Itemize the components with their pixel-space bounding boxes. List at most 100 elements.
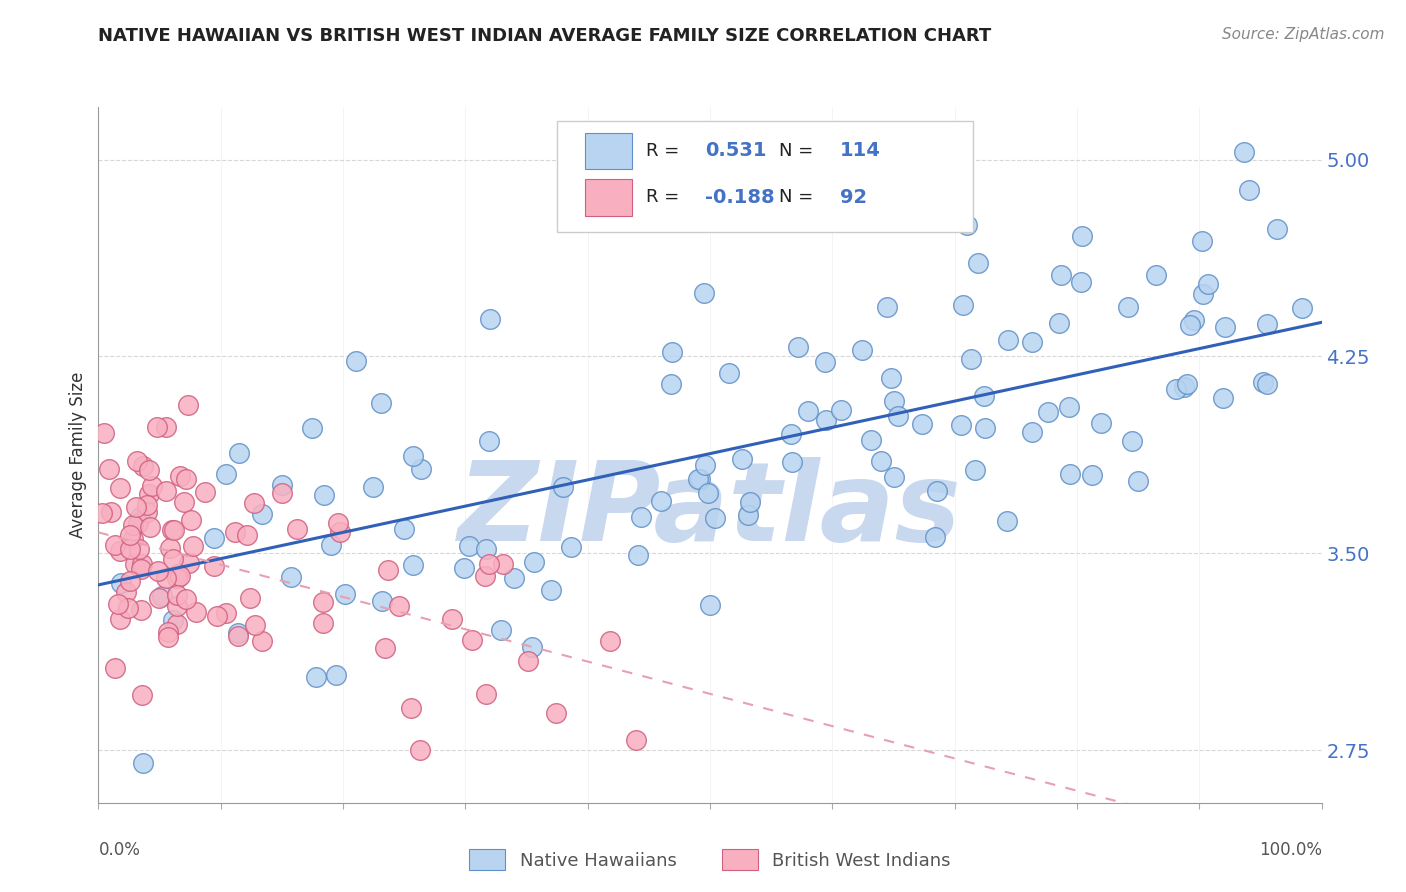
Point <box>599 634 621 648</box>
Point <box>523 555 546 569</box>
Point <box>478 557 501 571</box>
Point <box>911 417 934 432</box>
Point <box>127 516 149 530</box>
Point <box>1175 377 1198 392</box>
Point <box>125 454 148 468</box>
Text: ZIPatlas: ZIPatlas <box>458 457 962 564</box>
Point <box>118 527 141 541</box>
Point <box>174 472 197 486</box>
FancyBboxPatch shape <box>585 133 631 169</box>
Point <box>326 516 349 530</box>
Point <box>157 625 180 640</box>
Point <box>135 498 157 512</box>
Point <box>995 515 1018 529</box>
Point <box>148 564 170 578</box>
Point <box>377 563 399 577</box>
Point <box>974 421 997 435</box>
Text: 114: 114 <box>839 141 880 161</box>
Point <box>1126 474 1149 488</box>
Point <box>163 524 186 538</box>
Point <box>1144 268 1167 283</box>
Point <box>697 486 720 500</box>
Point <box>1265 222 1288 236</box>
Point <box>851 343 873 358</box>
Point <box>155 571 177 585</box>
Point <box>814 413 837 427</box>
Point <box>155 420 177 434</box>
Point <box>540 582 562 597</box>
Point <box>239 591 262 605</box>
Point <box>159 541 181 555</box>
Point <box>108 481 131 495</box>
Point <box>150 589 173 603</box>
Point <box>883 470 905 484</box>
Point <box>108 544 131 558</box>
Point <box>1233 145 1256 160</box>
Point <box>1197 277 1219 291</box>
Point <box>1164 382 1187 396</box>
Point <box>1173 380 1195 394</box>
Point <box>830 402 852 417</box>
Point <box>162 613 184 627</box>
Point <box>973 389 995 403</box>
Point <box>967 256 990 270</box>
Point <box>880 371 903 385</box>
Point <box>129 603 152 617</box>
Point <box>650 494 672 508</box>
Point <box>104 660 127 674</box>
Point <box>876 300 898 314</box>
Point <box>226 629 249 643</box>
Point <box>370 396 392 410</box>
Point <box>122 517 145 532</box>
Point <box>1116 300 1139 314</box>
Point <box>686 472 709 486</box>
Point <box>950 417 973 432</box>
Point <box>250 634 273 648</box>
Point <box>1192 287 1215 301</box>
Point <box>475 688 498 702</box>
Point <box>551 480 574 494</box>
Point <box>166 617 188 632</box>
Point <box>202 559 225 574</box>
Point <box>91 506 114 520</box>
Point <box>312 594 335 608</box>
Text: 0.0%: 0.0% <box>98 841 141 859</box>
Point <box>474 569 496 583</box>
Point <box>115 584 138 599</box>
Point <box>156 630 179 644</box>
Point <box>155 484 177 499</box>
Point <box>118 542 141 557</box>
Point <box>271 478 294 492</box>
Point <box>546 706 568 720</box>
Point <box>475 541 498 556</box>
Point <box>129 510 152 524</box>
Point <box>243 617 266 632</box>
Point <box>180 513 202 527</box>
Point <box>1059 467 1081 482</box>
Point <box>952 297 974 311</box>
Point <box>122 532 145 546</box>
Point <box>162 523 184 537</box>
Point <box>924 530 946 544</box>
Point <box>402 449 425 463</box>
Point <box>693 286 716 301</box>
Point <box>285 522 308 536</box>
Y-axis label: Average Family Size: Average Family Size <box>69 372 87 538</box>
Point <box>730 451 752 466</box>
Point <box>107 598 129 612</box>
Point <box>661 345 683 359</box>
Point <box>132 756 155 771</box>
Point <box>699 598 721 612</box>
Point <box>859 433 882 447</box>
Point <box>560 540 582 554</box>
Point <box>869 454 891 468</box>
Point <box>780 426 803 441</box>
Point <box>402 558 425 572</box>
Point <box>177 398 200 412</box>
Point <box>409 743 432 757</box>
Point <box>169 569 191 583</box>
Point <box>399 701 422 715</box>
Point <box>925 483 948 498</box>
Point <box>132 459 155 474</box>
Point <box>135 505 157 519</box>
